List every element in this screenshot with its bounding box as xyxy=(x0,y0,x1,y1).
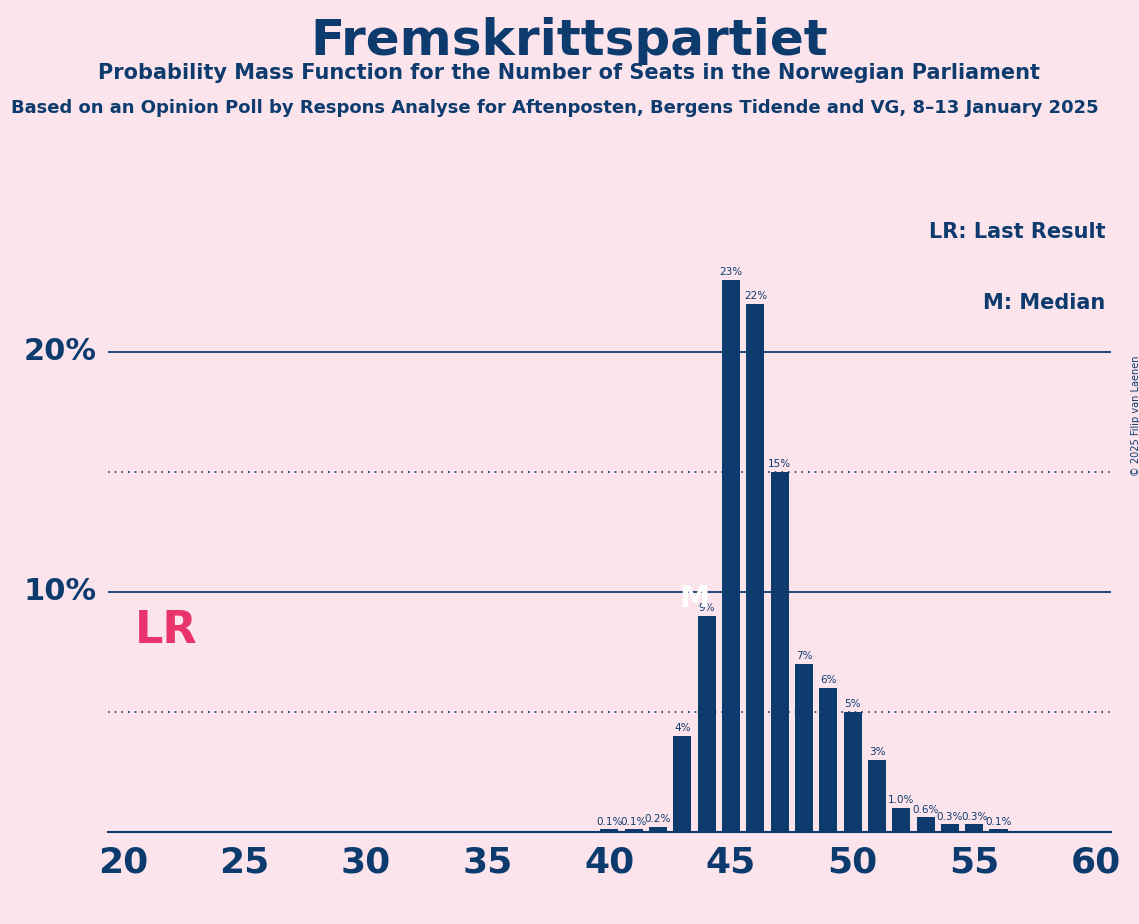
Text: © 2025 Filip van Laenen: © 2025 Filip van Laenen xyxy=(1131,356,1139,476)
Bar xyxy=(600,829,618,832)
Text: 0.3%: 0.3% xyxy=(961,812,988,822)
Text: 7%: 7% xyxy=(796,651,812,662)
Text: 4%: 4% xyxy=(674,723,690,734)
Bar xyxy=(795,663,813,832)
Text: 0.3%: 0.3% xyxy=(936,812,964,822)
Text: LR: Last Result: LR: Last Result xyxy=(929,222,1106,242)
Bar xyxy=(624,829,642,832)
Text: 22%: 22% xyxy=(744,291,767,301)
Text: Fremskrittspartiet: Fremskrittspartiet xyxy=(311,17,828,65)
Bar xyxy=(819,687,837,832)
Bar xyxy=(673,736,691,832)
Text: 1.0%: 1.0% xyxy=(888,796,915,805)
Text: 15%: 15% xyxy=(768,459,792,469)
Text: 6%: 6% xyxy=(820,675,836,686)
Text: M: M xyxy=(679,584,710,614)
Text: 0.6%: 0.6% xyxy=(912,805,939,815)
Text: 0.1%: 0.1% xyxy=(596,817,623,827)
Bar xyxy=(722,280,740,832)
Text: 0.1%: 0.1% xyxy=(985,817,1011,827)
Text: Probability Mass Function for the Number of Seats in the Norwegian Parliament: Probability Mass Function for the Number… xyxy=(98,63,1041,83)
Bar xyxy=(892,808,910,832)
Text: 3%: 3% xyxy=(869,748,885,757)
Text: M: Median: M: Median xyxy=(983,293,1106,313)
Bar xyxy=(868,760,886,832)
Bar xyxy=(941,824,959,832)
Bar xyxy=(917,817,935,832)
Text: 0.2%: 0.2% xyxy=(645,814,671,824)
Text: 5%: 5% xyxy=(844,699,861,710)
Bar xyxy=(697,615,715,832)
Bar xyxy=(990,829,1008,832)
Text: 10%: 10% xyxy=(23,578,96,606)
Bar xyxy=(771,471,789,832)
Text: 20%: 20% xyxy=(23,337,96,366)
Bar xyxy=(649,827,667,832)
Bar xyxy=(746,304,764,832)
Bar xyxy=(844,711,862,832)
Bar xyxy=(965,824,983,832)
Text: 0.1%: 0.1% xyxy=(621,817,647,827)
Text: LR: LR xyxy=(134,609,197,651)
Text: 9%: 9% xyxy=(698,603,715,614)
Text: Based on an Opinion Poll by Respons Analyse for Aftenposten, Bergens Tidende and: Based on an Opinion Poll by Respons Anal… xyxy=(11,99,1099,116)
Text: 23%: 23% xyxy=(720,267,743,277)
